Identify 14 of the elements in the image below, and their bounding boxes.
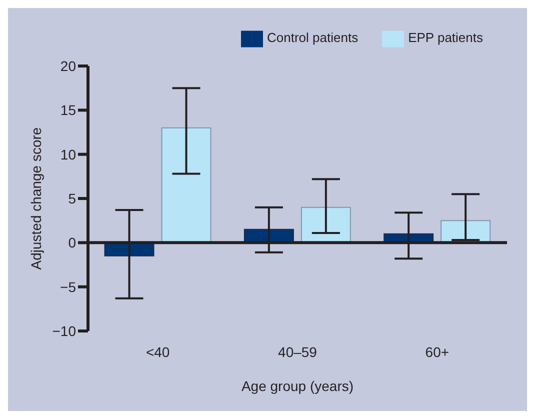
legend-label: Control patients	[267, 30, 358, 46]
y-tick-label: 5	[68, 190, 76, 206]
y-tick-label: −5	[60, 278, 76, 295]
y-tick-label: 0	[68, 234, 76, 251]
legend-label: EPP patients	[408, 30, 483, 46]
y-tick-label: −10	[52, 322, 76, 339]
y-tick-label: 20	[60, 58, 76, 74]
y-tick-label: 10	[60, 146, 76, 162]
x-tick-label: 40–59	[278, 344, 318, 360]
y-axis-title: Adjusted change score	[28, 127, 44, 270]
x-tick-label: 60+	[425, 344, 450, 360]
y-tick-label: 15	[60, 102, 76, 118]
x-axis-title: Age group (years)	[241, 378, 354, 394]
x-tick-label: <40	[146, 344, 170, 360]
